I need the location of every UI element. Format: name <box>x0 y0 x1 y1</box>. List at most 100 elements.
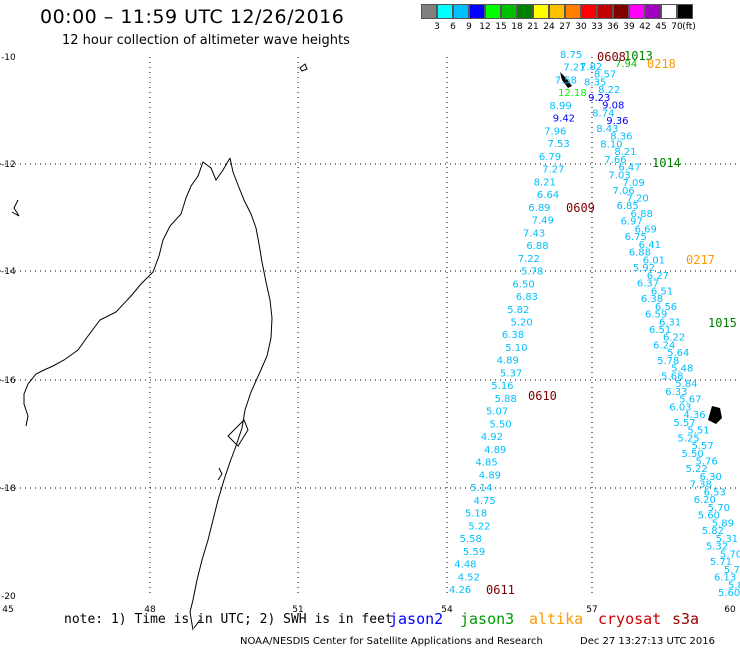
satellite-legend-s3a: s3a <box>672 610 700 628</box>
wave-height-value: 5.14 <box>470 483 492 494</box>
scale-tick-label: 21 <box>527 22 539 32</box>
wave-height-value: 5.20 <box>511 318 533 329</box>
wave-height-value: 4.89 <box>497 356 519 367</box>
pass-time-label: 1014 <box>652 156 681 170</box>
scale-swatch <box>501 4 517 19</box>
wave-height-value: 6.79 <box>539 152 561 163</box>
wave-height-value: 5.50 <box>489 419 511 430</box>
wave-height-value: 5.10 <box>505 343 527 354</box>
scale-tick-label: 24 <box>543 22 555 32</box>
scale-swatch <box>677 4 693 19</box>
wave-height-value: 6.01 <box>643 255 665 266</box>
wave-height-value: 4.89 <box>484 445 506 456</box>
wave-height-value: 9.08 <box>602 101 624 112</box>
lat-tick-label: -16 <box>1 376 16 386</box>
wave-height-value: 5.84 <box>728 580 740 591</box>
wave-height-value: 7.20 <box>627 194 649 205</box>
wave-height-value: 7.96 <box>544 126 566 137</box>
wave-height-value: 5.37 <box>500 368 522 379</box>
scale-swatch <box>597 4 613 19</box>
scale-swatch <box>549 4 565 19</box>
wave-height-value: 7.03 <box>608 170 630 181</box>
wave-height-value: 5.48 <box>671 364 693 375</box>
wave-height-value: 7.53 <box>548 139 570 150</box>
scale-swatch <box>469 4 485 19</box>
lat-tick-label: -14 <box>1 267 16 277</box>
wave-height-value: 5.50 <box>681 449 703 460</box>
wave-height-value: 5.51 <box>687 426 709 437</box>
wave-height-value: 6.31 <box>659 317 681 328</box>
scale-tick-label: 70 <box>671 22 683 32</box>
scale-tick-label: 3 <box>434 22 440 32</box>
wave-height-value: 6.37 <box>637 279 659 290</box>
wave-height-value: 6.51 <box>649 325 671 336</box>
scale-tick-label: 33 <box>591 22 603 32</box>
wave-height-value: 8.57 <box>594 70 616 81</box>
wave-height-value: 6.33 <box>665 387 687 398</box>
lon-tick-label: 48 <box>144 605 156 615</box>
pass-time-label: 1015 <box>708 316 737 330</box>
wave-height-value: 5.76 <box>696 457 718 468</box>
wave-height-value: 6.38 <box>641 294 663 305</box>
wave-height-value: 5.82 <box>702 526 724 537</box>
wave-height-value: 7.82 <box>580 62 602 73</box>
wave-height-value: 8.21 <box>534 177 556 188</box>
wave-height-value: 7.66 <box>604 155 626 166</box>
lon-tick-label: 57 <box>586 605 597 615</box>
pass-time-label: 0608 <box>597 50 626 64</box>
wave-height-value: 5.16 <box>491 381 513 392</box>
satellite-legend-jason3: jason3 <box>460 610 515 628</box>
scale-tick-label: 30 <box>575 22 587 32</box>
pass-time-label: 0218 <box>647 57 676 71</box>
wave-height-value: 9.42 <box>553 114 575 125</box>
wave-height-value: 6.59 <box>645 310 667 321</box>
wave-height-value: 5.89 <box>712 518 734 529</box>
wave-height-value: 8.22 <box>598 85 620 96</box>
scale-tick-label: 45 <box>655 22 667 32</box>
wave-height-value: 7.06 <box>612 186 634 197</box>
wave-height-value: 5.64 <box>667 348 689 359</box>
wave-height-value: 5.68 <box>661 371 683 382</box>
wave-height-value: 5.22 <box>468 521 490 532</box>
wave-height-value: 5.84 <box>675 379 697 390</box>
wave-height-value: 6.47 <box>618 163 640 174</box>
wave-height-value: 6.85 <box>617 201 639 212</box>
wave-height-value: 8.21 <box>614 147 636 158</box>
scale-swatch <box>453 4 469 19</box>
wave-height-value: 4.52 <box>458 572 480 583</box>
pass-time-label: 0609 <box>566 201 595 215</box>
wave-height-value: 4.89 <box>479 470 501 481</box>
scale-tick-label: 15 <box>495 22 507 32</box>
wave-height-value: 4.48 <box>454 560 476 571</box>
color-scale <box>421 4 693 19</box>
satellite-legend-altika: altika <box>529 610 584 628</box>
wave-height-value: 7.38 <box>690 480 712 491</box>
wave-height-value: 5.57 <box>673 418 695 429</box>
pass-time-label: 0217 <box>686 253 715 267</box>
scale-swatch <box>533 4 549 19</box>
scale-tick-label: 9 <box>466 22 472 32</box>
graticule <box>0 57 740 596</box>
wave-height-value: 7.27 <box>542 165 564 176</box>
wave-height-value: 5.78 <box>657 356 679 367</box>
wave-height-value: 6.89 <box>528 203 550 214</box>
wave-height-value: 6.50 <box>512 279 534 290</box>
wave-height-value: 5.60 <box>698 511 720 522</box>
map-title: 00:00 – 11:59 UTC 12/26/2016 <box>40 6 345 28</box>
scale-swatch <box>581 4 597 19</box>
wave-height-value: 7.43 <box>523 228 545 239</box>
lat-tick-label: -10 <box>1 53 16 63</box>
wave-height-value: 8.75 <box>560 50 582 61</box>
wave-height-value: 6.69 <box>635 224 657 235</box>
wave-height-value: 7.94 <box>615 59 637 70</box>
wave-height-value: 5.32 <box>706 542 728 553</box>
wave-height-value: 6.41 <box>639 240 661 251</box>
wave-height-value: 6.22 <box>663 333 685 344</box>
wave-height-value: 5.57 <box>691 441 713 452</box>
lat-tick-label: -12 <box>1 160 16 170</box>
scale-tick-label: 6 <box>450 22 456 32</box>
scale-tick-label: 18 <box>511 22 523 32</box>
wave-height-value: 5.22 <box>686 464 708 475</box>
map-subtitle: 12 hour collection of altimeter wave hei… <box>62 33 350 48</box>
pass-time-label: 1013 <box>624 49 653 63</box>
